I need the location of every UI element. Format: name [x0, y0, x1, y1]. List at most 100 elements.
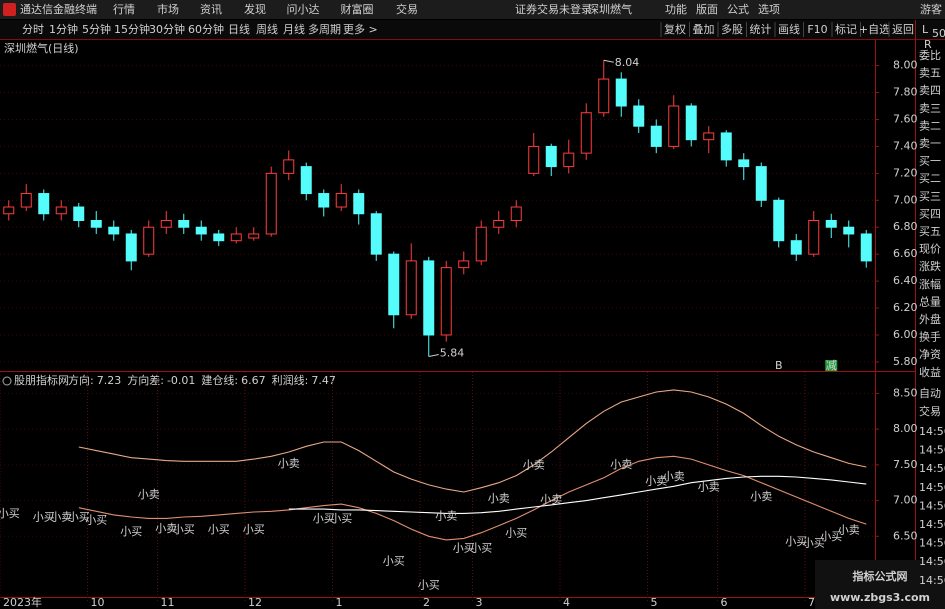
- logo-icon: [3, 3, 16, 16]
- quote-label: 卖五: [919, 67, 941, 80]
- period-tab[interactable]: 月线: [283, 22, 305, 36]
- signal-label: 小买: [383, 554, 405, 567]
- y-tick-label: 7.80: [893, 86, 918, 99]
- tool-button[interactable]: 统计: [750, 23, 772, 36]
- y-tick-label: 8.00: [893, 59, 918, 72]
- corner-r: R: [924, 38, 932, 51]
- candle-body: [563, 152, 575, 168]
- watermark-title: 指标公式网: [853, 569, 908, 583]
- quote-label: 买四: [919, 207, 941, 220]
- period-tab[interactable]: 5分钟: [82, 22, 111, 36]
- signal-label: 小买: [785, 535, 807, 548]
- signal-label: 小买: [120, 525, 142, 538]
- candle-body: [440, 267, 452, 336]
- candle-body: [213, 233, 225, 242]
- y-tick-label: 5.80: [893, 355, 918, 368]
- candle-body: [160, 219, 172, 228]
- candle-body: [808, 219, 820, 255]
- signal-label: 小卖: [50, 511, 72, 524]
- candle-body: [598, 78, 610, 114]
- tool-button[interactable]: 画线: [778, 22, 800, 36]
- tool-button[interactable]: +自选: [859, 23, 890, 36]
- signal-label: 小买: [208, 523, 230, 536]
- candle-body: [650, 125, 662, 147]
- candle-body: [843, 226, 855, 235]
- signal-label: 小卖: [540, 493, 562, 506]
- quote-label: 卖二: [919, 119, 941, 132]
- signal-label: 小卖: [138, 488, 160, 501]
- period-tab[interactable]: 更多 >: [343, 22, 378, 36]
- max-label: 8.04: [615, 56, 640, 69]
- candle-body: [230, 233, 242, 242]
- min-pointer: [428, 354, 439, 358]
- signal-label: 小卖: [750, 490, 772, 503]
- x-tick-label: 2023年: [3, 595, 42, 609]
- time-label: 14:56: [919, 444, 945, 457]
- signal-label: 小买: [453, 541, 475, 554]
- tool-button[interactable]: F10: [807, 23, 827, 36]
- candle-body: [405, 260, 417, 316]
- signal-label: 小买: [173, 523, 195, 536]
- time-label: 14:56: [919, 425, 945, 438]
- quote-label: 买三: [919, 190, 941, 203]
- quote-label: 净资: [919, 347, 941, 361]
- signal-label: 小卖: [523, 459, 545, 472]
- indicator-line: [78, 389, 867, 493]
- quote-label: 收益: [919, 365, 941, 379]
- menu-item[interactable]: 发现: [244, 2, 266, 16]
- user: 游客: [920, 2, 942, 16]
- period-tab[interactable]: 分时: [22, 23, 44, 36]
- toolbar-button[interactable]: 选项: [758, 3, 780, 16]
- candle-body: [615, 78, 627, 107]
- quote-label: 涨幅: [919, 278, 941, 291]
- candle-body: [528, 145, 540, 174]
- period-tab[interactable]: 1分钟: [49, 22, 78, 36]
- signal-label: 小买: [313, 512, 335, 525]
- tool-button[interactable]: 复权: [664, 22, 686, 36]
- menu-item[interactable]: 市场: [157, 2, 179, 16]
- tool-button[interactable]: 多股: [721, 22, 743, 36]
- menu-item[interactable]: 交易: [396, 2, 418, 16]
- candle-body: [143, 226, 155, 255]
- candle-body: [668, 105, 680, 147]
- x-tick-label: 12: [248, 596, 262, 609]
- candle-body: [90, 219, 102, 228]
- menu-item[interactable]: 财富圈: [341, 2, 374, 16]
- candle-body: [720, 132, 732, 161]
- signal-label: 小买: [0, 507, 20, 520]
- tool-button[interactable]: 叠加: [693, 23, 715, 36]
- period-tab[interactable]: 60分钟: [188, 22, 224, 36]
- candle-body: [300, 166, 312, 195]
- candle-body: [545, 145, 557, 168]
- period-tab[interactable]: 周线: [256, 22, 278, 36]
- quote-label: 换手: [919, 330, 941, 344]
- y-tick-label: 7.60: [893, 112, 918, 125]
- toolbar-button[interactable]: 功能: [665, 2, 687, 16]
- signal-label: 小卖: [155, 522, 177, 535]
- quote-label: 卖一: [919, 137, 941, 150]
- readout-value: -0.01: [167, 374, 195, 387]
- y-tick-label: 7.20: [893, 166, 918, 179]
- menu-item[interactable]: 问小达: [287, 3, 320, 16]
- candle-body: [283, 159, 295, 174]
- indicator-line: [78, 455, 867, 541]
- time-label: 14:56: [919, 574, 945, 587]
- y-tick-label: 6.80: [893, 220, 918, 233]
- menu-item[interactable]: 资讯: [200, 3, 222, 16]
- period-tab[interactable]: 日线: [228, 22, 250, 36]
- period-tab[interactable]: 30分钟: [149, 22, 185, 36]
- toolbar-button[interactable]: 公式: [727, 3, 749, 16]
- indicator-line: [288, 475, 867, 514]
- signal-label: 小卖: [838, 524, 860, 537]
- x-tick-label: 4: [563, 596, 570, 609]
- period-tab[interactable]: 多周期: [308, 22, 341, 36]
- signal-label: 小买: [85, 514, 107, 527]
- menu-item[interactable]: 行情: [113, 3, 135, 16]
- quote-label: 涨跌: [919, 259, 941, 273]
- toolbar-button[interactable]: 版面: [696, 2, 718, 16]
- period-tab[interactable]: 15分钟: [114, 22, 150, 36]
- readout-name: 利润线:: [272, 373, 309, 387]
- tool-button[interactable]: 返回: [892, 23, 914, 36]
- logo-text: 通达信金融终端: [20, 2, 97, 16]
- tool-button[interactable]: 标记: [835, 22, 857, 36]
